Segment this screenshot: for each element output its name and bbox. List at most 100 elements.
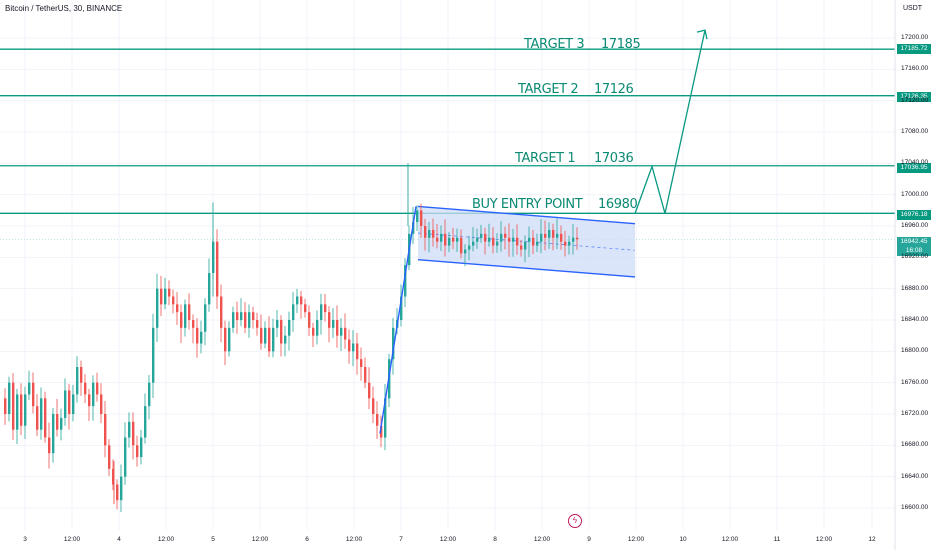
candle-body bbox=[436, 237, 439, 242]
candle-body bbox=[64, 390, 67, 418]
candle-body bbox=[52, 414, 55, 454]
candle-body bbox=[488, 237, 491, 242]
candle-body bbox=[552, 229, 555, 238]
candle-body bbox=[176, 304, 179, 313]
candle-body bbox=[80, 367, 83, 383]
candle-body bbox=[480, 233, 483, 238]
projection-drawings[interactable] bbox=[379, 29, 708, 434]
price-tick: 17080.00 bbox=[901, 128, 929, 135]
candle-body bbox=[308, 312, 311, 328]
bear-flag-channel[interactable] bbox=[417, 205, 636, 278]
impulse-trendline bbox=[379, 206, 417, 434]
candle-body bbox=[132, 421, 135, 446]
candle-body bbox=[156, 288, 159, 328]
candle-body bbox=[548, 229, 551, 238]
candle-body bbox=[336, 320, 339, 336]
time-tick: 9 bbox=[587, 536, 591, 543]
candle-body bbox=[520, 245, 523, 250]
candle-body bbox=[28, 382, 31, 395]
candle-body bbox=[464, 249, 467, 254]
candle-body bbox=[16, 394, 19, 430]
price-tick: 16880.00 bbox=[901, 284, 929, 292]
target2-label: TARGET 2 bbox=[518, 82, 579, 97]
candle-body bbox=[384, 398, 387, 438]
candle-body bbox=[568, 241, 571, 246]
channel-upper-line bbox=[417, 205, 636, 225]
candle-body bbox=[288, 320, 291, 336]
candle-body bbox=[248, 312, 251, 328]
arrow-head bbox=[696, 29, 708, 40]
candle-body bbox=[232, 312, 235, 328]
candle-body bbox=[224, 327, 227, 352]
candle-body bbox=[60, 417, 63, 430]
price-tick: 16600.00 bbox=[901, 504, 929, 511]
candle-body bbox=[140, 437, 143, 458]
candle-body bbox=[116, 484, 119, 501]
lightning-icon[interactable]: ϟ bbox=[568, 514, 582, 528]
candle-body bbox=[256, 320, 259, 328]
price-tick: 16720.00 bbox=[901, 410, 929, 417]
time-tick: 5 bbox=[211, 536, 215, 543]
time-tick: 12:00 bbox=[815, 536, 833, 543]
candle-body bbox=[76, 367, 79, 395]
entry-price-tag: 16976.18 bbox=[897, 210, 931, 220]
candle-body bbox=[236, 312, 239, 320]
candle-body bbox=[500, 233, 503, 242]
candle-body bbox=[364, 367, 367, 383]
candle-body bbox=[12, 382, 15, 430]
candle-body bbox=[216, 241, 219, 297]
candle-body bbox=[72, 394, 75, 414]
candle-body bbox=[360, 359, 363, 367]
candle-body bbox=[276, 320, 279, 328]
candle-body bbox=[56, 414, 59, 430]
candle-body bbox=[88, 394, 91, 407]
time-tick: 4 bbox=[117, 536, 121, 543]
candle-body bbox=[532, 237, 535, 246]
candle-body bbox=[576, 237, 579, 240]
candle-body bbox=[352, 343, 355, 352]
currency-label: USDT bbox=[903, 5, 923, 12]
candle-body bbox=[108, 445, 111, 469]
candle-body bbox=[32, 382, 35, 407]
candle-body bbox=[200, 331, 203, 344]
price-tick: 16640.00 bbox=[901, 472, 929, 480]
candle-body bbox=[160, 288, 163, 305]
candle-body bbox=[100, 394, 103, 414]
symbol-title: Bitcoin / TetherUS, 30, BINANCE bbox=[5, 4, 123, 13]
candle-body bbox=[272, 327, 275, 352]
candle-body bbox=[444, 233, 447, 246]
target2-value: 17126 bbox=[594, 82, 634, 97]
candle-body bbox=[332, 320, 335, 328]
price-tick: 16960.00 bbox=[901, 222, 929, 229]
candle-body bbox=[188, 304, 191, 320]
time-tick: 12:00 bbox=[63, 536, 81, 543]
price-tick: 17000.00 bbox=[901, 190, 929, 198]
target1-value: 17036 bbox=[594, 151, 634, 166]
candle-body bbox=[348, 339, 351, 352]
price-tick: 16680.00 bbox=[901, 441, 929, 449]
price-tick: 16760.00 bbox=[901, 378, 929, 386]
candle-body bbox=[268, 327, 271, 352]
time-tick: 12:00 bbox=[439, 536, 457, 543]
candle-body bbox=[68, 390, 71, 414]
candle-body bbox=[148, 382, 151, 407]
price-tick: 17200.00 bbox=[901, 34, 929, 41]
candle-body bbox=[456, 237, 459, 242]
entry-label: BUY ENTRY POINT bbox=[472, 197, 583, 212]
candle-body bbox=[404, 265, 407, 297]
candle-body bbox=[392, 327, 395, 360]
time-tick: 12:00 bbox=[157, 536, 175, 543]
candle-body bbox=[36, 406, 39, 430]
candle-body bbox=[312, 327, 315, 336]
candle-body bbox=[8, 382, 11, 414]
candle-body bbox=[496, 241, 499, 246]
candle-body bbox=[376, 414, 379, 426]
candle-body bbox=[204, 304, 207, 332]
candle-body bbox=[280, 320, 283, 344]
candle-body bbox=[476, 237, 479, 242]
candle-body bbox=[420, 210, 423, 226]
time-tick: 12:00 bbox=[345, 536, 363, 543]
candle-body bbox=[180, 312, 183, 328]
candle-body bbox=[104, 414, 107, 446]
